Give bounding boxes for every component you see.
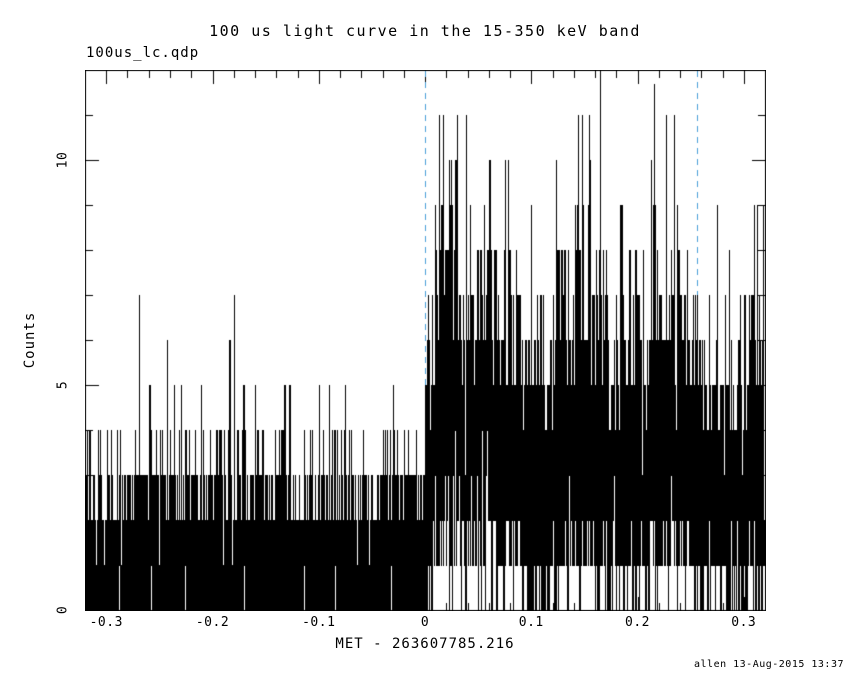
y-tick-label: 0	[55, 605, 71, 615]
x-tick-label: -0.2	[195, 615, 230, 630]
y-tick-label: 5	[55, 380, 71, 390]
chart-title: 100 us light curve in the 15-350 keV ban…	[209, 22, 641, 40]
x-tick-label: -0.3	[89, 615, 123, 630]
y-tick-label: 10	[55, 151, 71, 169]
x-axis-label: MET - 263607785.216	[335, 636, 515, 652]
y-axis-label: Counts	[22, 311, 38, 369]
plot-timestamp: allen 13-Aug-2015 13:37	[694, 659, 844, 670]
x-tick-label: 0.3	[731, 615, 757, 630]
light-curve-plot-area	[85, 70, 766, 611]
x-tick-label: 0.2	[625, 615, 650, 630]
x-tick-label: 0.1	[518, 615, 544, 630]
x-tick-label: 0	[420, 615, 430, 630]
file-label: 100us_lc.qdp	[86, 45, 200, 61]
x-tick-label: -0.1	[302, 615, 336, 630]
